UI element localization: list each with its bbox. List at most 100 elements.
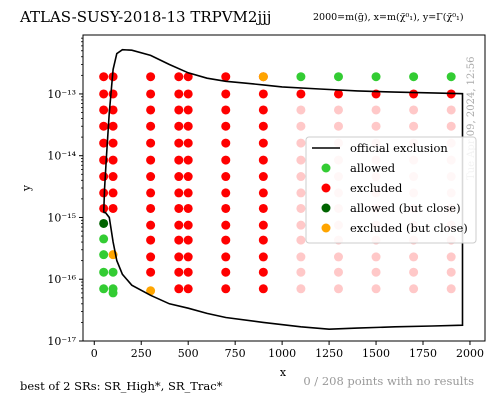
data-point	[174, 172, 184, 182]
data-point	[183, 121, 193, 131]
legend-label: allowed (but close)	[350, 201, 461, 215]
data-point	[183, 252, 193, 262]
data-point	[221, 252, 231, 262]
data-point	[108, 288, 118, 298]
data-point	[221, 267, 231, 277]
data-point	[174, 89, 184, 99]
data-point	[258, 121, 268, 131]
data-point	[146, 203, 156, 213]
data-point	[183, 235, 193, 245]
data-point	[446, 105, 456, 115]
data-point	[296, 252, 306, 262]
data-point	[258, 172, 268, 182]
data-point	[99, 250, 109, 260]
data-point	[99, 172, 109, 182]
y-tick-label: 10⁻¹³	[47, 88, 76, 101]
data-point	[108, 203, 118, 213]
data-point	[221, 138, 231, 148]
footer-no-results: 0 / 208 points with no results	[303, 374, 474, 388]
data-point	[99, 138, 109, 148]
data-point	[258, 203, 268, 213]
legend-point-swatch	[321, 203, 331, 213]
data-point	[108, 105, 118, 115]
data-point	[221, 155, 231, 165]
data-point	[174, 188, 184, 198]
data-point	[371, 72, 381, 82]
data-point	[174, 267, 184, 277]
footer-best-srs: best of 2 SRs: SR_High*, SR_Trac*	[20, 379, 223, 393]
data-point	[99, 105, 109, 115]
data-point	[99, 234, 109, 244]
data-point	[183, 155, 193, 165]
data-point	[183, 284, 193, 294]
data-point	[258, 188, 268, 198]
x-tick-label: 1500	[362, 347, 390, 360]
data-point	[333, 105, 343, 115]
data-point	[296, 89, 306, 99]
data-point	[146, 105, 156, 115]
legend-point-swatch	[321, 223, 331, 233]
data-point	[296, 138, 306, 148]
data-point	[446, 72, 456, 82]
data-point	[258, 89, 268, 99]
data-point	[99, 121, 109, 131]
data-point	[409, 284, 419, 294]
data-point	[221, 235, 231, 245]
data-point	[174, 121, 184, 131]
data-point	[258, 267, 268, 277]
data-point	[409, 121, 419, 131]
data-point	[258, 105, 268, 115]
x-tick-label: 250	[131, 347, 152, 360]
data-point	[296, 235, 306, 245]
data-point	[296, 105, 306, 115]
data-point	[446, 284, 456, 294]
x-tick-label: 750	[225, 347, 246, 360]
data-point	[183, 105, 193, 115]
data-point	[409, 252, 419, 262]
data-point	[146, 188, 156, 198]
data-point	[108, 188, 118, 198]
data-point	[174, 252, 184, 262]
data-point	[183, 138, 193, 148]
x-tick-label: 1750	[409, 347, 437, 360]
data-point	[296, 172, 306, 182]
data-point	[409, 72, 419, 82]
y-tick-label: 10⁻¹⁵	[47, 211, 76, 224]
data-point	[371, 284, 381, 294]
data-point	[108, 172, 118, 182]
data-point	[99, 284, 109, 294]
legend-label: excluded (but close)	[350, 221, 468, 235]
y-tick-label: 10⁻¹⁴	[47, 150, 76, 163]
data-point	[146, 252, 156, 262]
data-point	[174, 203, 184, 213]
data-point	[146, 121, 156, 131]
legend: official exclusion allowed excluded allowed…	[305, 136, 477, 244]
data-point	[371, 252, 381, 262]
data-point	[333, 72, 343, 82]
data-point	[221, 89, 231, 99]
data-point	[221, 72, 231, 82]
data-point	[146, 220, 156, 230]
x-tick-label: 2000	[456, 347, 484, 360]
data-point	[99, 72, 109, 82]
data-point	[371, 121, 381, 131]
legend-point-swatch	[321, 183, 331, 193]
x-tick-label: 0	[91, 347, 98, 360]
data-point	[146, 286, 156, 296]
x-axis-label: x	[280, 366, 287, 379]
data-point	[258, 155, 268, 165]
data-point	[296, 72, 306, 82]
legend-box	[305, 136, 477, 244]
y-axis-label: y	[20, 184, 33, 192]
data-point	[258, 138, 268, 148]
data-point	[183, 172, 193, 182]
data-point	[221, 220, 231, 230]
data-point	[296, 155, 306, 165]
data-point	[221, 284, 231, 294]
data-point	[108, 121, 118, 131]
legend-label: excluded	[350, 181, 403, 195]
legend-label: official exclusion	[350, 141, 448, 155]
chart-subtitle: 2000=m(g̃), x=m(χ̃⁰₁), y=Γ(χ̃⁰₁)	[313, 12, 464, 23]
